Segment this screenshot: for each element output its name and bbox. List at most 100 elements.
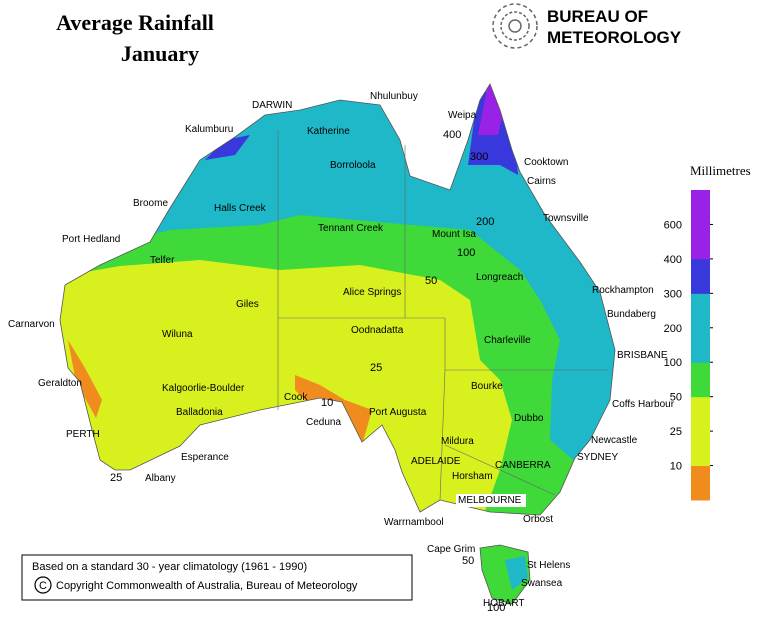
legend-band [691, 327, 710, 363]
place-label: Port Augusta [369, 407, 427, 418]
place-label: Alice Springs [343, 287, 401, 298]
place-label: Mildura [441, 436, 474, 447]
copyright-symbol: C [39, 580, 47, 592]
place-label: Cook [284, 392, 308, 403]
place-label: Longreach [476, 272, 523, 283]
place-label: Oodnadatta [351, 325, 404, 336]
place-label: Katherine [307, 126, 350, 137]
place-label: ADELAIDE [411, 456, 461, 467]
place-label: BRISBANE [617, 350, 668, 361]
place-label: Nhulunbuy [370, 91, 418, 102]
place-label: Borroloola [330, 160, 376, 171]
place-label: Broome [133, 198, 168, 209]
legend-band [691, 224, 710, 260]
place-label: Warrnambool [384, 517, 444, 528]
legend-band [691, 190, 710, 225]
place-label: Townsville [543, 213, 589, 224]
place-label: Newcastle [591, 435, 638, 446]
legend-tick-label: 400 [664, 254, 682, 266]
contour-label: 25 [370, 362, 382, 374]
copyright: Copyright Commonwealth of Australia, Bur… [56, 580, 358, 592]
legend-tick-label: 50 [670, 392, 682, 404]
contour-label: 300 [470, 151, 488, 163]
logo-text: METEOROLOGY [547, 28, 682, 47]
place-label: Balladonia [176, 407, 223, 418]
zone-orange [68, 340, 102, 418]
contour-label: 50 [462, 555, 474, 567]
zone-teal [505, 556, 528, 590]
coastline [59, 83, 616, 516]
footer-note: Based on a standard 30 - year climatolog… [32, 561, 307, 573]
place-label: Cooktown [524, 157, 568, 168]
place-label: Mount Isa [432, 229, 476, 240]
place-label: Telfer [150, 255, 175, 266]
place-label: Orbost [523, 514, 553, 525]
legend-band [691, 465, 710, 501]
place-label: Weipa [448, 110, 477, 121]
legend-title: Millimetres [690, 163, 751, 178]
place-label: Swansea [521, 578, 563, 589]
place-label: Coffs Harbour [612, 399, 675, 410]
legend-tick-label: 600 [664, 219, 682, 231]
place-label: Kalgoorlie-Boulder [162, 383, 245, 394]
place-label: Tennant Creek [318, 223, 384, 234]
place-label: Carnarvon [8, 319, 55, 330]
border [439, 369, 446, 501]
place-label: SYDNEY [577, 452, 618, 463]
place-label: Cairns [527, 176, 556, 187]
contour-label: 10 [321, 397, 333, 409]
place-label: Charleville [484, 335, 531, 346]
place-label: HOBART [483, 598, 525, 609]
legend-tick-label: 300 [664, 288, 682, 300]
contour-label: 100 [487, 602, 505, 614]
border [444, 444, 556, 496]
place-label: Esperance [181, 452, 229, 463]
place-label: Geraldton [38, 378, 82, 389]
place-label: Bourke [471, 381, 503, 392]
place-label: St Helens [527, 560, 570, 571]
place-label: Giles [236, 299, 259, 310]
legend-band [691, 396, 710, 432]
place-label: Kalumburu [185, 124, 233, 135]
place-label: Dubbo [514, 413, 544, 424]
legend-band [691, 293, 710, 329]
logo-icon [492, 3, 538, 49]
legend-tick-label: 10 [670, 461, 682, 473]
place-label: CANBERRA [495, 460, 551, 471]
zone-blue [205, 135, 250, 160]
place-label: DARWIN [252, 100, 292, 111]
place-label: Rockhampton [592, 285, 654, 296]
contour-label: 25 [110, 472, 122, 484]
legend-tick-label: 100 [664, 357, 682, 369]
title: Average Rainfall [56, 10, 214, 35]
contour-label: 200 [476, 216, 494, 228]
place-label: Wiluna [162, 329, 193, 340]
legend-band [691, 258, 710, 294]
legend-band [691, 431, 710, 467]
label-background [456, 494, 526, 507]
subtitle: January [121, 41, 199, 66]
place-label: Bundaberg [607, 309, 656, 320]
legend-tick-label: 25 [670, 426, 682, 438]
place-label: MELBOURNE [458, 495, 522, 506]
logo-text: BUREAU OF [547, 7, 648, 26]
logo-ring [508, 19, 522, 33]
place-label: Port Hedland [62, 234, 120, 245]
logo-ring [500, 11, 530, 41]
contour-label: 400 [443, 129, 461, 141]
place-label: Ceduna [306, 417, 341, 428]
place-label: PERTH [66, 429, 100, 440]
legend-band [691, 362, 710, 398]
state-borders [277, 130, 608, 501]
place-label: Halls Creek [214, 203, 267, 214]
contour-label: 100 [457, 247, 475, 259]
place-label: Cape Grim [427, 544, 475, 555]
place-label: Albany [145, 473, 176, 484]
logo-ring [492, 3, 538, 49]
footer-box [21, 554, 413, 601]
legend-tick-label: 200 [664, 323, 682, 335]
place-label: Horsham [452, 471, 493, 482]
copyright-circle [34, 576, 52, 594]
contour-label: 50 [425, 275, 437, 287]
